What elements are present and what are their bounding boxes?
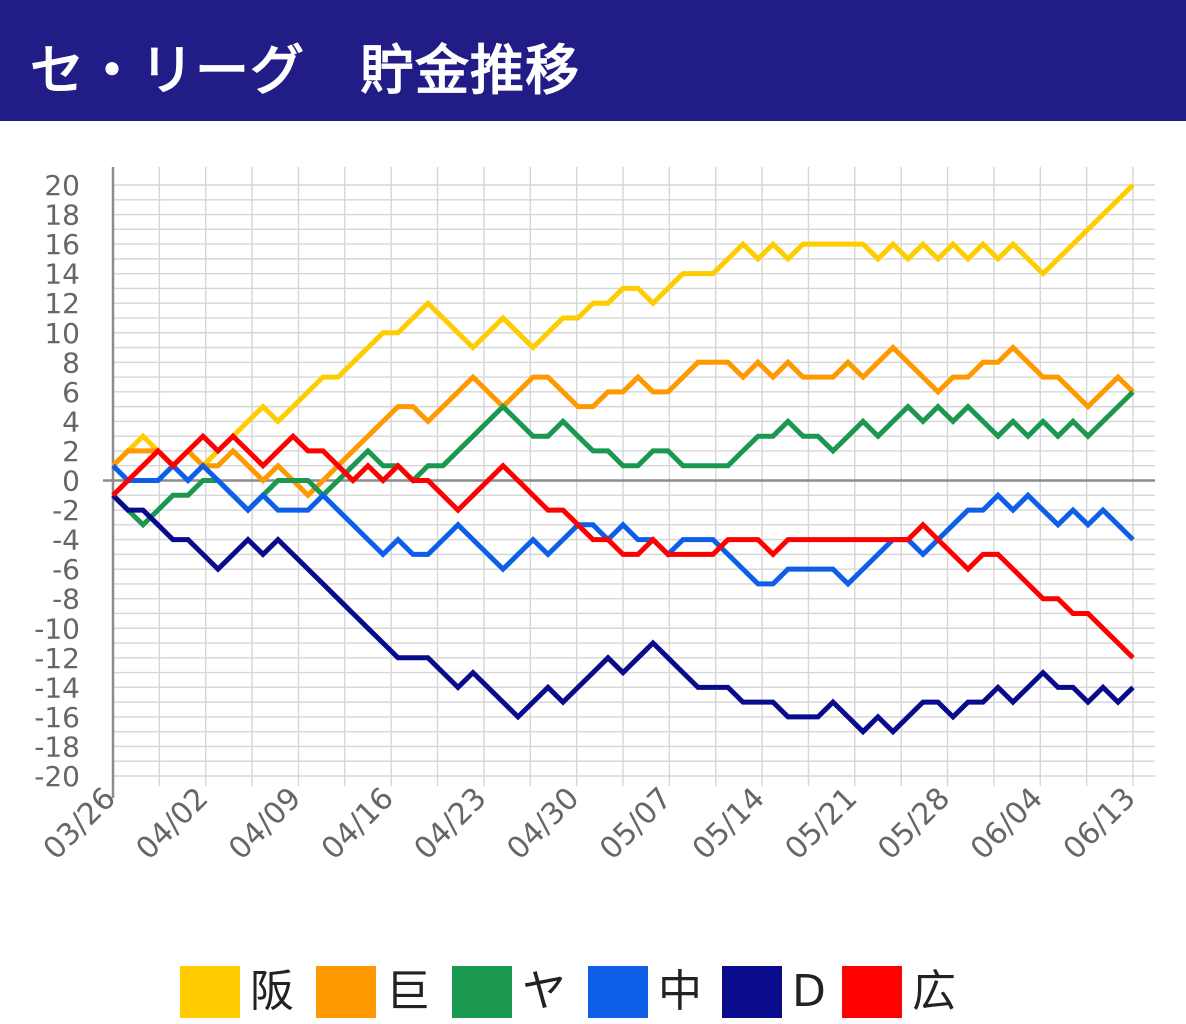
- legend-label: 広: [912, 966, 956, 1017]
- legend-swatch: [316, 966, 376, 1018]
- y-tick-label: -14: [34, 671, 80, 704]
- legend-swatch: [452, 966, 512, 1018]
- legend-label: 巨: [386, 966, 430, 1017]
- legend-swatch: [588, 966, 648, 1018]
- chart-grid: [112, 167, 1155, 786]
- x-axis-tick-labels: 03/26 04/02 04/09 04/16 04/23 04/30 05/07 05/14…: [37, 781, 1143, 867]
- y-tick-label: -2: [52, 494, 80, 527]
- legend-swatch: [722, 966, 782, 1018]
- y-tick-label: -18: [34, 730, 80, 763]
- y-tick-label: 18: [44, 199, 80, 232]
- x-tick-label: 05/28: [871, 781, 957, 867]
- x-tick-label: 04/23: [408, 781, 494, 867]
- y-tick-label: 16: [44, 228, 80, 261]
- y-tick-label: 14: [44, 258, 80, 291]
- x-tick-label: 05/21: [779, 781, 865, 867]
- legend-label: D: [792, 966, 826, 1017]
- y-tick-label: -12: [34, 642, 80, 675]
- legend-swatch: [180, 966, 240, 1018]
- x-tick-label: 05/14: [686, 781, 772, 867]
- series-line-ヤ: [111, 390, 1135, 529]
- series-line-巨: [111, 343, 1135, 499]
- y-tick-label: 6: [62, 376, 80, 409]
- y-tick-label: 12: [44, 287, 80, 320]
- chart-axes: [103, 167, 1155, 798]
- header-bar: セ・リーグ 貯金推移: [0, 0, 1186, 121]
- savings-line-chart: 20181614121086420-2-4-6-8-10-12-14-16-18…: [34, 167, 1155, 867]
- y-tick-label: -16: [34, 701, 80, 734]
- y-tick-label: -4: [52, 524, 80, 557]
- y-tick-label: 2: [62, 435, 80, 468]
- y-tick-label: 4: [62, 405, 80, 438]
- x-tick-label: 06/04: [964, 781, 1050, 867]
- x-tick-label: 04/02: [129, 781, 215, 867]
- series-line-阪: [111, 183, 1135, 470]
- page-title: セ・リーグ 貯金推移: [30, 39, 580, 102]
- y-tick-label: -8: [52, 583, 80, 616]
- legend-swatch: [842, 966, 902, 1018]
- legend-label: 阪: [250, 966, 294, 1017]
- x-tick-label: 04/16: [315, 781, 401, 867]
- x-tick-label: 03/26: [37, 781, 123, 867]
- y-tick-label: 8: [62, 346, 80, 379]
- series-line-中: [111, 462, 1135, 588]
- series-line-D: [111, 493, 1135, 736]
- x-tick-label: 06/13: [1057, 781, 1143, 867]
- legend-label: 中: [658, 966, 702, 1017]
- y-tick-label: -10: [34, 612, 80, 645]
- y-tick-label: 20: [44, 169, 80, 202]
- series-line-広: [111, 432, 1135, 660]
- y-tick-label: -6: [52, 553, 80, 586]
- legend-label: ヤ: [522, 966, 566, 1017]
- x-tick-label: 04/30: [500, 781, 586, 867]
- y-axis-tick-labels: 20181614121086420-2-4-6-8-10-12-14-16-18…: [34, 169, 80, 793]
- y-tick-label: 10: [44, 317, 80, 350]
- series-lines: [111, 183, 1135, 736]
- x-tick-label: 05/07: [593, 781, 679, 867]
- y-tick-label: -20: [34, 760, 80, 793]
- x-tick-label: 04/09: [222, 781, 308, 867]
- y-tick-label: 0: [62, 465, 80, 498]
